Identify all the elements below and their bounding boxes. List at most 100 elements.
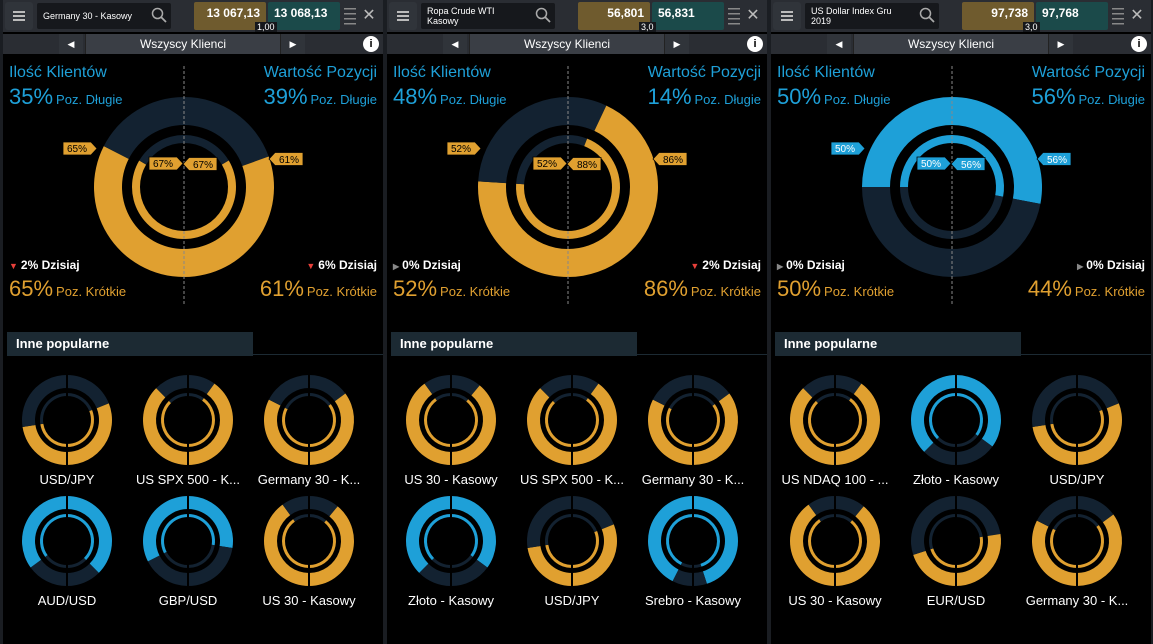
popular-instrument[interactable]: Germany 30 - K... bbox=[1017, 491, 1137, 611]
mini-inner-left-long bbox=[168, 393, 188, 404]
popular-instrument[interactable]: EUR/USD bbox=[896, 491, 1016, 611]
mini-donut-chart bbox=[143, 375, 233, 465]
popular-instrument[interactable]: Złoto - Kasowy bbox=[896, 370, 1016, 490]
mini-inner-left-long bbox=[161, 514, 188, 554]
popular-instrument[interactable]: Srebro - Kasowy bbox=[633, 491, 753, 611]
clients-today-change: ▶ 0% Dzisiaj bbox=[393, 258, 461, 272]
mini-outer-right-short bbox=[693, 393, 738, 465]
info-icon[interactable]: i bbox=[363, 36, 379, 52]
mini-inner-left-short bbox=[545, 544, 572, 568]
instrument-selector[interactable]: Ropa Crude WTI Kasowy bbox=[421, 3, 555, 29]
value-short-pct: 44% bbox=[1027, 276, 1072, 301]
popular-instrument-name: USD/JPY bbox=[544, 593, 600, 608]
mini-outer-right-long bbox=[835, 375, 862, 395]
mini-outer-left-short bbox=[527, 388, 572, 465]
close-icon[interactable]: ✕ bbox=[362, 7, 376, 24]
popular-instrument[interactable]: USD/JPY bbox=[7, 370, 127, 490]
options-icon[interactable] bbox=[728, 6, 740, 31]
mini-inner-left-short bbox=[282, 407, 309, 447]
popular-instrument[interactable]: US NDAQ 100 - ... bbox=[775, 370, 895, 490]
inner-right-tag: 88% bbox=[566, 157, 602, 171]
inner-left-tag-shape bbox=[916, 156, 952, 171]
sell-price-button[interactable]: 97,738 bbox=[962, 2, 1034, 30]
sell-price-button[interactable]: 56,801 bbox=[578, 2, 650, 30]
popular-instrument[interactable]: USD/JPY bbox=[1017, 370, 1137, 490]
panel-header: US Dollar Index Gru 2019 97,738 97,768 3,0 ✕ bbox=[771, 0, 1151, 32]
popular-instrument[interactable]: Germany 30 - K... bbox=[633, 370, 753, 490]
mini-inner-right-long bbox=[1077, 393, 1103, 412]
popular-instrument[interactable]: GBP/USD bbox=[128, 491, 248, 611]
close-icon[interactable]: ✕ bbox=[746, 7, 760, 24]
close-icon[interactable]: ✕ bbox=[1130, 7, 1144, 24]
popular-instrument[interactable]: Złoto - Kasowy bbox=[391, 491, 511, 611]
popular-instrument[interactable]: USD/JPY bbox=[512, 491, 632, 611]
mini-inner-left-short bbox=[930, 548, 956, 568]
search-icon[interactable] bbox=[535, 7, 551, 28]
long-label: Poz. Długie bbox=[1078, 92, 1145, 107]
inner-right-tag-text: 67% bbox=[193, 160, 213, 171]
position-value-title: Wartość Pozycji bbox=[1031, 64, 1145, 81]
value-short-pct: 61% bbox=[259, 276, 304, 301]
popular-instrument[interactable]: US SPX 500 - K... bbox=[128, 370, 248, 490]
value-today-change: ▼ 6% Dzisiaj bbox=[306, 258, 377, 272]
short-label: Poz. Krótkie bbox=[56, 284, 127, 299]
mini-outer-left-long bbox=[648, 496, 693, 582]
sell-price-button[interactable]: 13 067,13 bbox=[194, 2, 266, 30]
short-label: Poz. Krótkie bbox=[440, 284, 511, 299]
mini-outer-left-short bbox=[143, 388, 188, 465]
clients-today-change: ▶ 0% Dzisiaj bbox=[777, 258, 845, 272]
menu-button[interactable] bbox=[389, 2, 417, 30]
buy-price-button[interactable]: 97,768 bbox=[1036, 2, 1108, 30]
mini-outer-left-long bbox=[911, 496, 956, 555]
popular-instrument[interactable]: Germany 30 - K... bbox=[249, 370, 369, 490]
buy-price-button[interactable]: 56,831 bbox=[652, 2, 724, 30]
clients-long: 50% Poz. Długie bbox=[777, 84, 891, 110]
mini-inner-right-short bbox=[188, 544, 215, 568]
menu-button[interactable] bbox=[773, 2, 801, 30]
prev-filter-button[interactable]: ◀ bbox=[59, 34, 83, 54]
inner-ring-left-long bbox=[516, 135, 568, 185]
sell-price: 13 067,13 bbox=[206, 6, 260, 20]
popular-instrument[interactable]: US SPX 500 - K... bbox=[512, 370, 632, 490]
popular-instrument[interactable]: US 30 - Kasowy bbox=[775, 491, 895, 611]
mini-outer-left-short bbox=[790, 388, 835, 465]
prev-filter-button[interactable]: ◀ bbox=[827, 34, 851, 54]
inner-ring-left-long bbox=[900, 135, 952, 187]
search-icon[interactable] bbox=[151, 7, 167, 28]
search-icon[interactable] bbox=[919, 7, 935, 28]
buy-price-button[interactable]: 13 068,13 bbox=[268, 2, 340, 30]
next-filter-button[interactable]: ▶ bbox=[281, 34, 305, 54]
popular-instrument-name: Germany 30 - K... bbox=[257, 472, 361, 487]
next-filter-button[interactable]: ▶ bbox=[665, 34, 689, 54]
mini-inner-right-long bbox=[309, 514, 327, 523]
mini-outer-left-long bbox=[1032, 375, 1077, 428]
popular-instrument-name: Złoto - Kasowy bbox=[408, 593, 494, 608]
mini-outer-right-short bbox=[693, 571, 707, 586]
popular-instrument[interactable]: US 30 - Kasowy bbox=[391, 370, 511, 490]
clients-long-pct: 35% bbox=[9, 84, 54, 109]
options-icon[interactable] bbox=[1112, 6, 1124, 31]
mini-donut-chart bbox=[527, 375, 617, 465]
popular-instrument[interactable]: AUD/USD bbox=[7, 491, 127, 611]
menu-button[interactable] bbox=[5, 2, 33, 30]
info-icon[interactable]: i bbox=[747, 36, 763, 52]
value-short-pct: 86% bbox=[643, 276, 688, 301]
info-icon[interactable]: i bbox=[1131, 36, 1147, 52]
prev-filter-button[interactable]: ◀ bbox=[443, 34, 467, 54]
options-icon[interactable] bbox=[344, 6, 356, 31]
instrument-selector[interactable]: Germany 30 - Kasowy bbox=[37, 3, 171, 29]
mini-donut-chart bbox=[264, 496, 354, 586]
panel-3: US Dollar Index Gru 2019 97,738 97,768 3,0 ✕… bbox=[771, 0, 1151, 644]
mini-inner-right-short bbox=[693, 404, 720, 447]
mini-donut-chart bbox=[21, 375, 113, 465]
instrument-selector[interactable]: US Dollar Index Gru 2019 bbox=[805, 3, 939, 29]
mini-outer-left-long bbox=[22, 496, 67, 568]
next-filter-button[interactable]: ▶ bbox=[1049, 34, 1073, 54]
long-label: Poz. Długie bbox=[694, 92, 761, 107]
popular-instrument[interactable]: US 30 - Kasowy bbox=[249, 491, 369, 611]
mini-inner-left-short bbox=[666, 407, 693, 447]
mini-outer-right-short bbox=[309, 506, 354, 586]
mini-inner-left-short bbox=[40, 423, 67, 447]
mini-inner-left-long bbox=[40, 514, 67, 557]
popular-instrument-name: US 30 - Kasowy bbox=[404, 472, 498, 487]
